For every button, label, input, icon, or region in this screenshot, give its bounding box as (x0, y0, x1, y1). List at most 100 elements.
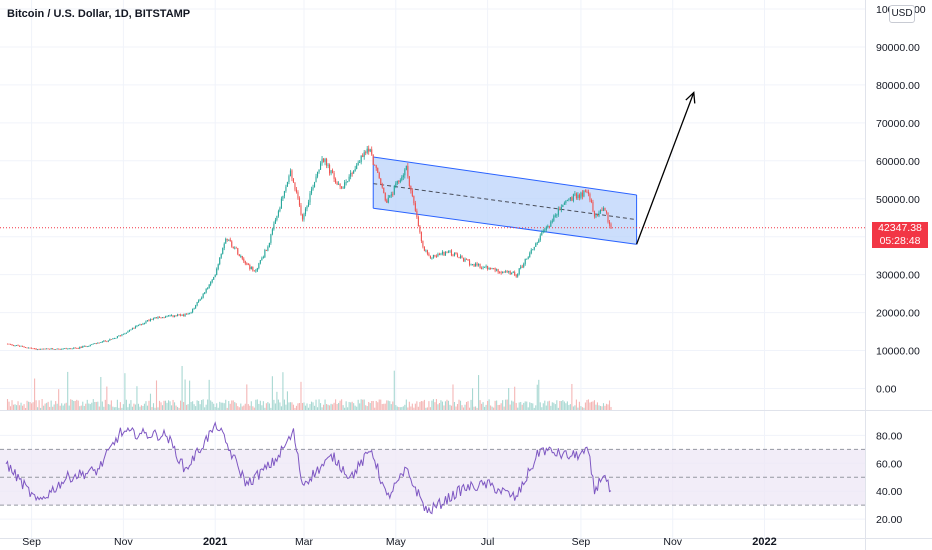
time-tick-label: Jul (481, 536, 494, 548)
volume-bar (431, 400, 433, 410)
candle-body (207, 288, 209, 290)
volume-bar (67, 371, 69, 410)
candle-body (601, 209, 603, 211)
volume-bar (402, 406, 404, 410)
volume-bar (8, 401, 10, 410)
volume-bar (565, 403, 567, 410)
volume-bar (434, 402, 436, 410)
volume-bar (252, 406, 254, 410)
candle-body (121, 334, 123, 336)
currency-button[interactable]: USD (889, 5, 915, 23)
candle-body (335, 178, 337, 183)
volume-bar (130, 400, 132, 410)
candle-body (530, 249, 532, 254)
candle-body (381, 184, 383, 188)
volume-bar (298, 403, 301, 410)
volume-bar (201, 400, 203, 410)
candle-body (580, 192, 582, 198)
candle-body (97, 342, 99, 344)
volume-bar (605, 403, 608, 410)
volume-bar (229, 403, 231, 410)
volume-bar (511, 400, 513, 410)
candle-body (523, 263, 525, 268)
volume-bar (85, 403, 87, 410)
candle-body (134, 326, 136, 329)
candle-body (330, 170, 332, 174)
channel-mid-line (373, 183, 637, 221)
volume-bar (598, 405, 600, 410)
volume-bar (401, 407, 403, 410)
candle-body (41, 348, 43, 350)
volume-bar (440, 400, 442, 410)
candle-body (453, 252, 456, 256)
volume-bar (590, 401, 592, 410)
volume-bar (199, 404, 201, 410)
volume-bar (509, 404, 511, 410)
volume-bar (602, 403, 605, 410)
price-axis-labels[interactable]: 0.0010000.0020000.0030000.0040000.005000… (876, 4, 926, 396)
candle-body (177, 314, 179, 317)
rsi-axis-labels[interactable]: 20.00 40.00 60.00 80.00 (876, 430, 902, 526)
candle-body (222, 248, 224, 254)
candle-body (18, 345, 21, 347)
volume-bar (262, 401, 264, 410)
volume-bar (360, 399, 362, 410)
volume-bar (351, 401, 353, 410)
candle-body (183, 314, 185, 317)
volume-bar (458, 399, 460, 410)
candle-body (9, 343, 12, 345)
candle-body (443, 251, 445, 256)
candle-body (319, 163, 322, 170)
candle-body (468, 260, 471, 265)
candle-body (125, 332, 127, 334)
candle-body (268, 242, 270, 247)
candle-body (298, 198, 301, 206)
volume-bar (47, 401, 49, 410)
candle-body (106, 341, 108, 343)
volume-bar (569, 404, 571, 410)
volume-bar (407, 407, 409, 410)
time-axis-labels[interactable]: Sep Nov 2021 Mar May Jul Sep Nov 2022 (22, 536, 777, 548)
volume-bar (583, 407, 585, 410)
time-tick-label: Sep (22, 536, 41, 548)
candle-body (95, 343, 97, 345)
candle-body (181, 314, 183, 316)
volume-bar (544, 400, 546, 410)
candle-body (178, 314, 180, 316)
volume-bar (277, 399, 279, 410)
candle-body (297, 192, 299, 199)
volume-bar (417, 406, 419, 410)
volume-bar (481, 403, 483, 410)
candle-body (535, 243, 537, 247)
volume-bar (393, 370, 395, 410)
candle-body (157, 316, 159, 319)
volume-bar (593, 400, 596, 410)
volume-bar (297, 403, 299, 410)
volume-bar (71, 399, 73, 410)
candle-body (575, 193, 577, 199)
candle-body (46, 348, 48, 350)
volume-bar (536, 384, 538, 410)
candle-body (405, 165, 407, 170)
volume-bar (216, 403, 218, 410)
volume-bar (506, 399, 508, 410)
candle-body (226, 238, 228, 240)
candle-body (569, 197, 571, 200)
volume-bar (58, 389, 60, 410)
volume-bar (395, 405, 397, 410)
volume-bar (6, 399, 9, 410)
candle-body (488, 267, 490, 269)
volume-bar (116, 399, 118, 410)
candle-body (491, 268, 493, 269)
volume-bar (347, 407, 349, 410)
candle-body (175, 315, 177, 317)
volume-bar (404, 404, 406, 410)
candle-body (351, 173, 353, 174)
regression-channel[interactable] (0, 156, 865, 245)
candle-body (447, 251, 450, 253)
volume-bar (180, 400, 182, 410)
projection-arrow[interactable] (635, 91, 696, 245)
volume-bar (178, 407, 180, 410)
